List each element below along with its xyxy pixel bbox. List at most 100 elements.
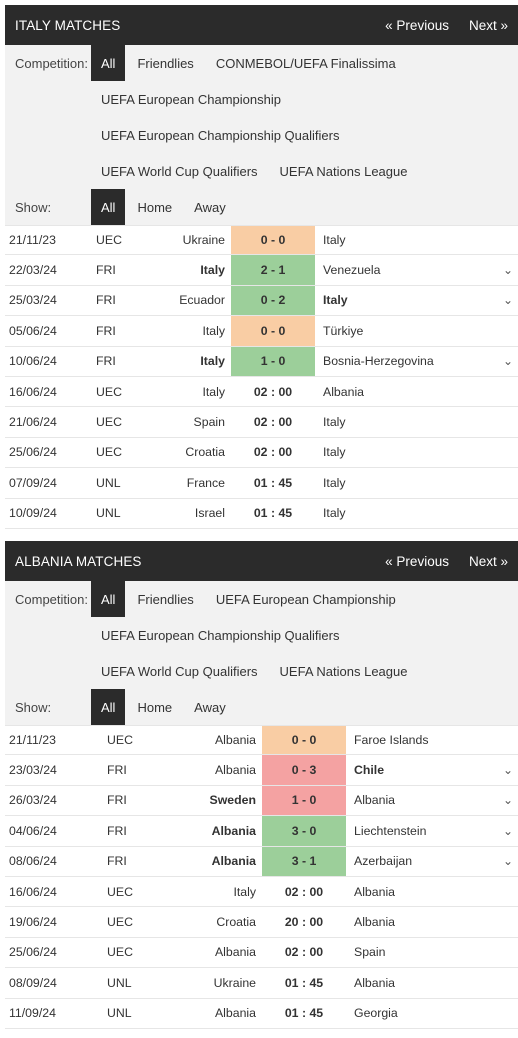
next-link[interactable]: Next » xyxy=(468,17,508,33)
away-team[interactable]: Chile xyxy=(354,763,385,778)
away-team[interactable]: Albania xyxy=(354,884,396,899)
match-score[interactable]: 01 : 45 xyxy=(253,475,293,490)
away-team[interactable]: Italy xyxy=(323,506,346,521)
away-team[interactable]: Spain xyxy=(354,945,386,960)
match-row[interactable]: 25/06/24 UEC Croatia 02 : 00 Italy xyxy=(5,438,518,469)
next-link[interactable]: Next » xyxy=(468,553,508,569)
match-row[interactable]: 11/09/24 UNL Albania 01 : 45 Georgia xyxy=(5,999,518,1029)
home-team[interactable]: Albania xyxy=(211,823,256,838)
home-team[interactable]: Israel xyxy=(194,506,225,521)
home-team[interactable]: Albania xyxy=(211,854,256,869)
match-score[interactable]: 02 : 00 xyxy=(284,884,324,899)
filter-friendlies[interactable]: Friendlies xyxy=(137,591,194,607)
match-row[interactable]: 21/11/23 UEC Albania 0 - 0 Faroe Islands xyxy=(5,725,518,756)
show-away[interactable]: Away xyxy=(194,699,226,715)
home-team[interactable]: Italy xyxy=(202,384,225,399)
show-home[interactable]: Home xyxy=(137,199,173,215)
match-row[interactable]: 23/03/24 FRI Albania 0 - 3 Chile ⌄ xyxy=(5,755,518,786)
match-score[interactable]: 1 - 0 xyxy=(231,346,315,376)
home-team[interactable]: Ecuador xyxy=(179,293,225,308)
previous-link[interactable]: « Previous xyxy=(385,17,449,33)
home-team[interactable]: Ukraine xyxy=(213,975,256,990)
match-row[interactable]: 16/06/24 UEC Italy 02 : 00 Albania xyxy=(5,377,518,408)
filter-nations-league[interactable]: UEFA Nations League xyxy=(279,663,408,679)
chevron-down-icon[interactable]: ⌄ xyxy=(502,354,514,369)
away-team[interactable]: Albania xyxy=(354,975,396,990)
match-score[interactable]: 0 - 2 xyxy=(231,285,315,316)
home-team[interactable]: Albania xyxy=(214,1006,256,1021)
match-score[interactable]: 0 - 0 xyxy=(262,726,346,755)
match-score[interactable]: 0 - 0 xyxy=(231,316,315,346)
show-all[interactable]: All xyxy=(91,189,126,225)
match-score[interactable]: 01 : 45 xyxy=(253,506,293,521)
home-team[interactable]: Spain xyxy=(193,415,225,430)
match-score[interactable]: 1 - 0 xyxy=(262,785,346,816)
filter-nations-league[interactable]: UEFA Nations League xyxy=(279,163,408,179)
match-score[interactable]: 02 : 00 xyxy=(253,384,293,399)
match-score[interactable]: 0 - 3 xyxy=(262,755,346,785)
show-away[interactable]: Away xyxy=(194,199,226,215)
home-team[interactable]: France xyxy=(186,475,225,490)
away-team[interactable]: Liechtenstein xyxy=(354,823,427,838)
match-score[interactable]: 20 : 00 xyxy=(284,915,324,930)
away-team[interactable]: Italy xyxy=(323,445,346,460)
away-team[interactable]: Italy xyxy=(323,293,348,308)
match-score[interactable]: 3 - 1 xyxy=(262,846,346,876)
match-score[interactable]: 02 : 00 xyxy=(253,445,293,460)
home-team[interactable]: Albania xyxy=(214,945,256,960)
match-row[interactable]: 08/06/24 FRI Albania 3 - 1 Azerbaijan ⌄ xyxy=(5,846,518,877)
match-row[interactable]: 05/06/24 FRI Italy 0 - 0 Türkiye xyxy=(5,316,518,347)
chevron-down-icon[interactable]: ⌄ xyxy=(502,293,514,308)
home-team[interactable]: Italy xyxy=(200,354,225,369)
chevron-down-icon[interactable]: ⌄ xyxy=(502,793,514,808)
filter-euro-qualifiers[interactable]: UEFA European Championship Qualifiers xyxy=(101,127,340,143)
home-team[interactable]: Albania xyxy=(214,733,256,748)
show-home[interactable]: Home xyxy=(137,699,173,715)
match-row[interactable]: 10/09/24 UNL Israel 01 : 45 Italy xyxy=(5,499,518,529)
away-team[interactable]: Albania xyxy=(354,793,396,808)
match-row[interactable]: 16/06/24 UEC Italy 02 : 00 Albania xyxy=(5,877,518,908)
away-team[interactable]: Georgia xyxy=(354,1006,398,1021)
away-team[interactable]: Faroe Islands xyxy=(354,733,429,748)
filter-wc-qualifiers[interactable]: UEFA World Cup Qualifiers xyxy=(101,663,258,679)
match-score[interactable]: 0 - 0 xyxy=(231,226,315,255)
match-score[interactable]: 02 : 00 xyxy=(284,945,324,960)
away-team[interactable]: Albania xyxy=(323,384,365,399)
show-all[interactable]: All xyxy=(91,689,126,725)
match-score[interactable]: 02 : 00 xyxy=(253,415,293,430)
away-team[interactable]: Türkiye xyxy=(323,323,364,338)
away-team[interactable]: Albania xyxy=(354,915,396,930)
away-team[interactable]: Azerbaijan xyxy=(354,854,413,869)
match-score[interactable]: 3 - 0 xyxy=(262,816,346,846)
chevron-down-icon[interactable]: ⌄ xyxy=(502,854,514,869)
filter-euro-qualifiers[interactable]: UEFA European Championship Qualifiers xyxy=(101,627,340,643)
home-team[interactable]: Albania xyxy=(214,763,256,778)
previous-link[interactable]: « Previous xyxy=(385,553,449,569)
match-row[interactable]: 25/03/24 FRI Ecuador 0 - 2 Italy ⌄ xyxy=(5,285,518,317)
home-team[interactable]: Italy xyxy=(233,884,256,899)
away-team[interactable]: Venezuela xyxy=(323,263,381,278)
home-team[interactable]: Croatia xyxy=(185,445,225,460)
away-team[interactable]: Italy xyxy=(323,415,346,430)
away-team[interactable]: Italy xyxy=(323,233,346,248)
filter-all[interactable]: All xyxy=(91,581,126,617)
filter-all[interactable]: All xyxy=(91,45,126,81)
away-team[interactable]: Bosnia-Herzegovina xyxy=(323,354,434,369)
chevron-down-icon[interactable]: ⌄ xyxy=(502,763,514,778)
match-row[interactable]: 21/06/24 UEC Spain 02 : 00 Italy xyxy=(5,407,518,438)
match-row[interactable]: 19/06/24 UEC Croatia 20 : 00 Albania xyxy=(5,907,518,938)
match-score[interactable]: 01 : 45 xyxy=(284,975,324,990)
home-team[interactable]: Ukraine xyxy=(182,233,225,248)
filter-euro[interactable]: UEFA European Championship xyxy=(215,591,396,607)
match-row[interactable]: 08/09/24 UNL Ukraine 01 : 45 Albania xyxy=(5,968,518,999)
chevron-down-icon[interactable]: ⌄ xyxy=(502,263,514,278)
home-team[interactable]: Italy xyxy=(202,323,225,338)
home-team[interactable]: Italy xyxy=(200,263,225,278)
match-row[interactable]: 04/06/24 FRI Albania 3 - 0 Liechtenstein ⌄ xyxy=(5,816,518,847)
filter-euro[interactable]: UEFA European Championship xyxy=(101,91,281,107)
filter-wc-qualifiers[interactable]: UEFA World Cup Qualifiers xyxy=(101,163,258,179)
filter-finalissima[interactable]: CONMEBOL/UEFA Finalissima xyxy=(215,55,396,71)
match-row[interactable]: 07/09/24 UNL France 01 : 45 Italy xyxy=(5,468,518,499)
match-score[interactable]: 2 - 1 xyxy=(231,255,315,285)
match-row[interactable]: 25/06/24 UEC Albania 02 : 00 Spain xyxy=(5,938,518,969)
